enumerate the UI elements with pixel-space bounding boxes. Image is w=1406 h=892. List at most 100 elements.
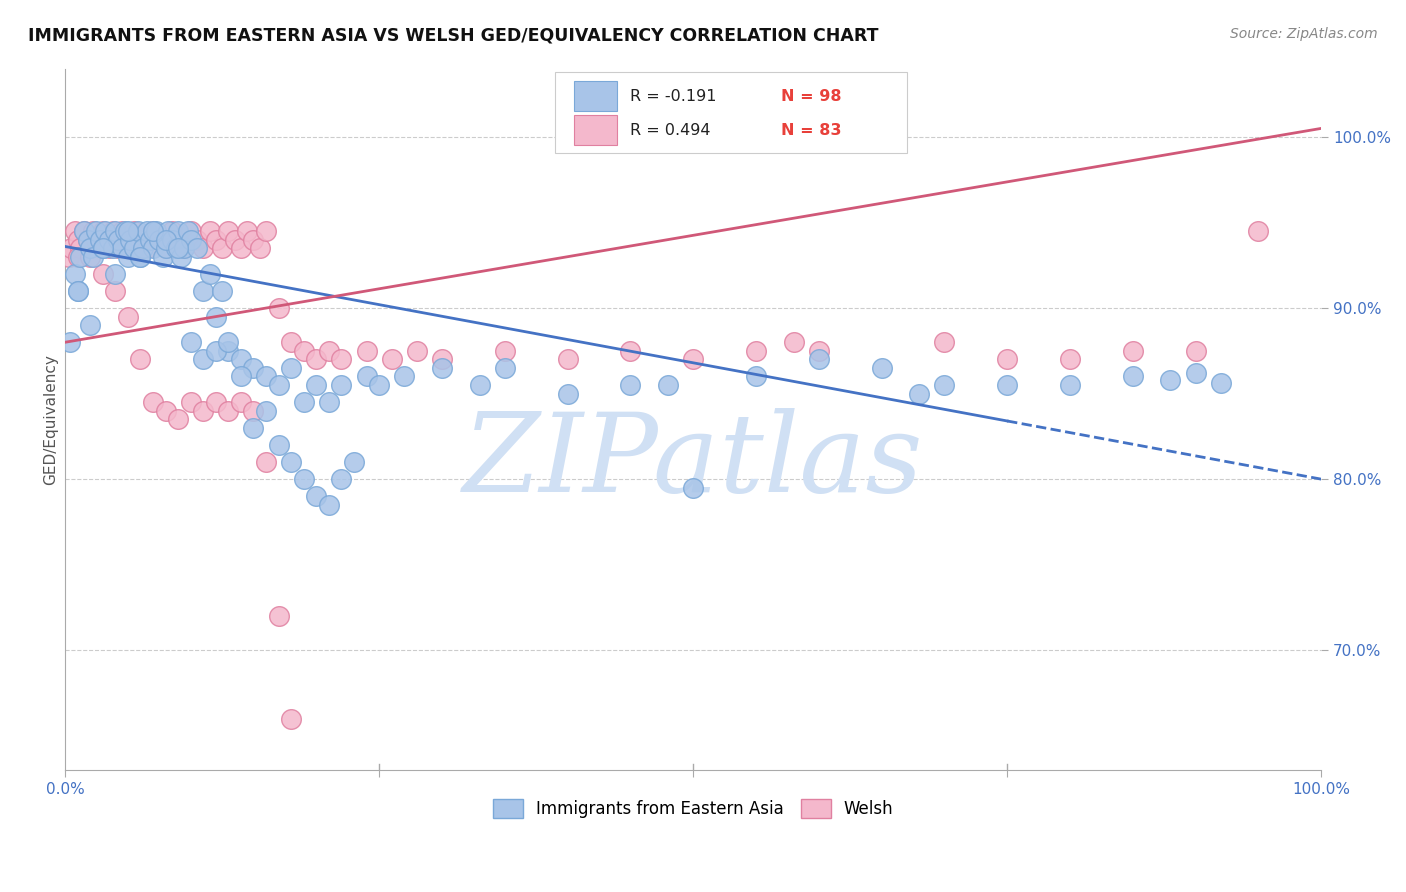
- Point: [122, 241, 145, 255]
- Text: ZIPatlas: ZIPatlas: [463, 408, 924, 515]
- Point: [204, 310, 226, 324]
- Point: [229, 369, 252, 384]
- Legend: Immigrants from Eastern Asia, Welsh: Immigrants from Eastern Asia, Welsh: [486, 792, 900, 825]
- Point: [249, 241, 271, 255]
- Point: [198, 267, 221, 281]
- Point: [79, 250, 101, 264]
- Point: [91, 267, 114, 281]
- Point: [79, 241, 101, 255]
- Point: [557, 352, 579, 367]
- Point: [86, 224, 108, 238]
- Point: [392, 369, 415, 384]
- Point: [1159, 373, 1181, 387]
- Point: [557, 386, 579, 401]
- Point: [101, 241, 124, 255]
- Point: [204, 395, 226, 409]
- Point: [155, 241, 177, 255]
- Point: [745, 343, 768, 358]
- Point: [167, 412, 190, 426]
- Point: [430, 352, 453, 367]
- Point: [193, 241, 215, 255]
- Point: [63, 267, 86, 281]
- Point: [995, 352, 1018, 367]
- Point: [107, 241, 129, 255]
- Point: [129, 250, 152, 264]
- Point: [94, 233, 117, 247]
- Text: N = 83: N = 83: [782, 122, 842, 137]
- Point: [155, 233, 177, 247]
- Point: [155, 241, 177, 255]
- Point: [1247, 224, 1270, 238]
- Point: [91, 241, 114, 255]
- Point: [305, 489, 328, 503]
- Point: [204, 233, 226, 247]
- Point: [76, 233, 98, 247]
- Point: [193, 403, 215, 417]
- Point: [292, 472, 315, 486]
- Point: [104, 224, 127, 238]
- Point: [142, 395, 165, 409]
- Point: [127, 224, 149, 238]
- Point: [682, 352, 704, 367]
- Point: [330, 472, 353, 486]
- Point: [107, 233, 129, 247]
- Point: [167, 224, 190, 238]
- Point: [280, 455, 302, 469]
- Point: [89, 233, 111, 247]
- Point: [180, 233, 202, 247]
- Point: [91, 224, 114, 238]
- Point: [224, 233, 246, 247]
- Point: [494, 343, 516, 358]
- Point: [198, 224, 221, 238]
- Point: [908, 386, 931, 401]
- Point: [167, 233, 190, 247]
- Point: [193, 352, 215, 367]
- Point: [117, 241, 139, 255]
- Point: [229, 352, 252, 367]
- Point: [430, 360, 453, 375]
- Point: [292, 343, 315, 358]
- Point: [66, 250, 89, 264]
- Point: [114, 233, 136, 247]
- Point: [280, 712, 302, 726]
- Point: [356, 369, 378, 384]
- Text: N = 98: N = 98: [782, 88, 842, 103]
- Point: [180, 224, 202, 238]
- Point: [167, 241, 190, 255]
- Point: [152, 250, 174, 264]
- Point: [934, 378, 956, 392]
- Point: [104, 267, 127, 281]
- Point: [142, 224, 165, 238]
- Point: [995, 378, 1018, 392]
- Point: [619, 378, 641, 392]
- Point: [60, 241, 83, 255]
- FancyBboxPatch shape: [555, 72, 907, 153]
- Y-axis label: GED/Equivalency: GED/Equivalency: [44, 354, 58, 484]
- Text: IMMIGRANTS FROM EASTERN ASIA VS WELSH GED/EQUIVALENCY CORRELATION CHART: IMMIGRANTS FROM EASTERN ASIA VS WELSH GE…: [28, 27, 879, 45]
- Point: [169, 250, 191, 264]
- Point: [142, 224, 165, 238]
- Point: [745, 369, 768, 384]
- Point: [657, 378, 679, 392]
- Point: [267, 438, 290, 452]
- Point: [254, 224, 277, 238]
- Point: [98, 241, 121, 255]
- Point: [110, 241, 132, 255]
- Point: [242, 403, 264, 417]
- Point: [305, 378, 328, 392]
- Point: [129, 233, 152, 247]
- Point: [89, 241, 111, 255]
- Point: [66, 284, 89, 298]
- Point: [177, 224, 200, 238]
- Point: [148, 233, 170, 247]
- Point: [173, 241, 195, 255]
- Point: [142, 241, 165, 255]
- Point: [356, 343, 378, 358]
- Point: [254, 403, 277, 417]
- Point: [135, 241, 157, 255]
- Point: [280, 360, 302, 375]
- Point: [267, 301, 290, 315]
- Point: [104, 284, 127, 298]
- Point: [122, 224, 145, 238]
- Point: [139, 233, 162, 247]
